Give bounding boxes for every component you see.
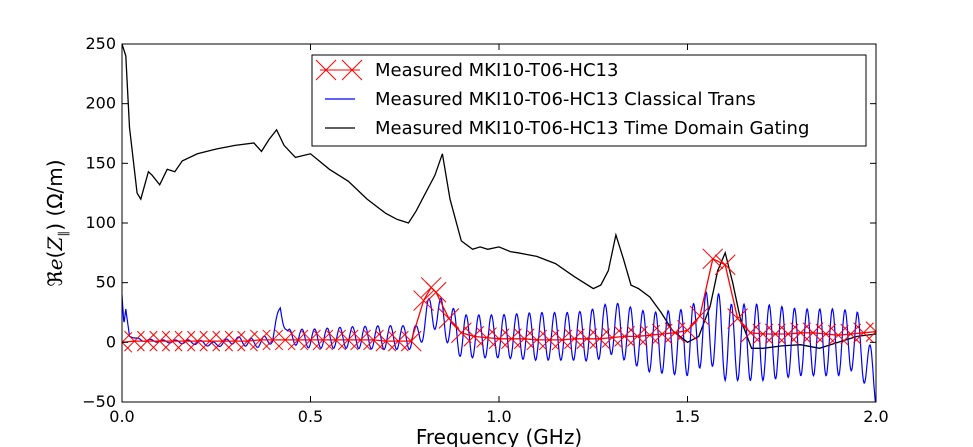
plot-series-group: [122, 44, 876, 402]
legend-label-time-domain-gating: Measured MKI10-T06-HC13 Time Domain Gati…: [375, 118, 809, 139]
y-tick-label: 200: [85, 94, 116, 113]
y-tick-label: −50: [82, 392, 116, 411]
x-tick-label: 2.0: [863, 407, 888, 426]
data-point-marker: [677, 320, 698, 341]
x-tick-label: 1.0: [486, 407, 511, 426]
series-line-classical-trans: [122, 291, 876, 402]
ticks-group: 0.0 0.5 1.0 1.5 2.0 −50 0 50 100 150 200 250: [82, 34, 888, 426]
data-point-marker: [526, 329, 548, 351]
data-point-marker: [425, 281, 447, 303]
data-point-marker: [262, 329, 284, 351]
data-point-marker: [224, 330, 246, 352]
y-axis-label: ℜe(Z∥) (Ω/m): [43, 159, 70, 286]
data-point-marker: [287, 329, 309, 351]
data-point-marker: [400, 330, 422, 352]
data-point-marker: [664, 322, 686, 344]
data-point-marker: [564, 328, 585, 350]
data-point-marker: [438, 308, 460, 329]
data-point-marker: [149, 330, 171, 352]
legend-marker: [315, 59, 337, 81]
data-point-marker: [450, 322, 472, 344]
y-tick-label: 50: [96, 273, 116, 292]
data-point-marker: [790, 322, 811, 344]
data-point-marker: [727, 308, 748, 329]
data-point-marker: [714, 254, 736, 276]
axis-labels: Frequency (GHz) ℜe(Z∥) (Ω/m): [43, 159, 582, 447]
data-point-marker: [488, 328, 510, 350]
data-point-marker: [413, 290, 434, 311]
legend-box: [311, 54, 867, 147]
data-point-marker: [375, 330, 397, 352]
x-tick-label: 0.5: [298, 407, 323, 426]
y-tick-label: 250: [85, 34, 116, 53]
legend-label-measured: Measured MKI10-T06-HC13: [375, 60, 618, 81]
y-tick-label: 100: [85, 213, 116, 232]
y-axis-label-re: ℜ: [43, 270, 67, 287]
y-tick-label: 0: [106, 332, 116, 351]
y-tick-label: 150: [85, 153, 116, 172]
data-point-marker: [174, 330, 196, 352]
legend-label-classical-trans: Measured MKI10-T06-HC13 Classical Trans: [375, 89, 756, 110]
y-axis-label-sub: ∥: [56, 231, 70, 237]
data-point-marker: [689, 305, 711, 327]
x-tick-label: 0.0: [109, 407, 134, 426]
data-point-marker: [337, 329, 359, 351]
data-point-marker: [136, 330, 158, 352]
x-tick-label: 1.5: [675, 407, 700, 426]
data-point-marker: [752, 323, 774, 345]
y-axis-label-e: e: [43, 258, 67, 270]
data-point-marker: [325, 329, 347, 351]
y-axis-label-close: ) (Ω/m): [43, 159, 67, 230]
legend: Measured MKI10-T06-HC13 Measured MKI10-T0…: [311, 54, 867, 147]
y-axis-label-open: (: [43, 251, 67, 259]
data-point-marker: [187, 330, 208, 352]
legend-marker: [341, 59, 363, 81]
data-point-marker: [300, 329, 321, 351]
y-axis-label-z: Z: [43, 236, 67, 252]
data-point-marker: [250, 329, 271, 351]
x-axis-label: Frequency (GHz): [416, 425, 582, 447]
series-markers-measured: [122, 248, 876, 353]
data-point-marker: [212, 330, 234, 352]
data-point-marker: [702, 248, 724, 270]
data-point-marker: [865, 321, 876, 342]
series-line-time-domain-gating: [122, 44, 876, 349]
